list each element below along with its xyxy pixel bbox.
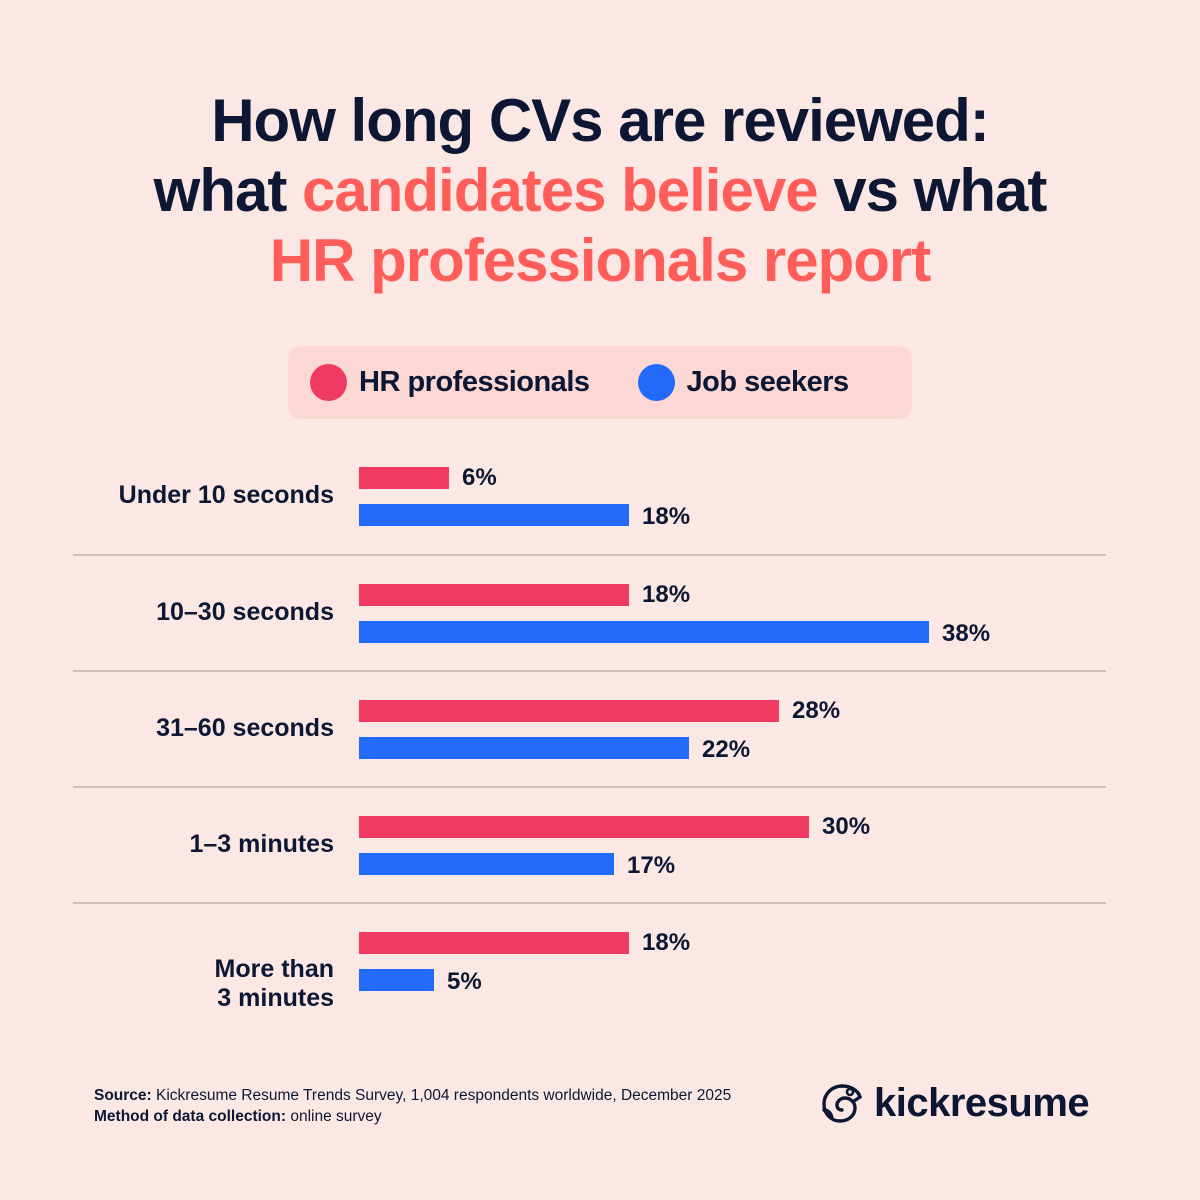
row-divider [73,786,1106,788]
category-label: More than 3 minutes [54,955,334,1013]
legend-item-hr: HR professionals [310,364,590,401]
bar-job-seekers [359,853,614,875]
method-text: online survey [286,1108,382,1125]
chart-group: Under 10 seconds 6% 18% [73,438,1106,554]
row-divider [73,902,1106,904]
source-text: Kickresume Resume Trends Survey, 1,004 r… [151,1087,732,1104]
bar-value-label: 38% [942,619,991,647]
bar-hr-professionals [359,583,629,606]
bar-value-label: 22% [702,736,751,763]
footer-source: Source: Kickresume Resume Trends Survey,… [94,1085,731,1127]
category-label-line: More than [214,955,334,983]
source-line: Source: Kickresume Resume Trends Survey,… [94,1085,731,1106]
job-seekers-color-dot-icon [637,364,675,401]
category-label-line: 10–30 seconds [156,597,334,626]
chart-group: 1–3 minutes 30% 17% [73,787,1106,903]
bar-value-label: 5% [447,968,482,995]
method-label: Method of data collection: [94,1108,287,1125]
category-label-line: 1–3 minutes [189,830,334,858]
chart-group: 31–60 seconds 28% 22% [73,671,1106,787]
category-label-line: 3 minutes [217,984,334,1012]
row-divider [73,553,1106,556]
brand-name: kickresume [874,1080,1090,1125]
bar-hr-professionals [359,816,809,838]
title-text: what [153,157,302,224]
bar-job-seekers [359,620,929,643]
chart-group: More than 3 minutes 18% 5% [73,903,1106,1019]
bar-job-seekers [359,969,434,991]
bar-value-label: 18% [642,503,691,530]
method-line: Method of data collection: online survey [94,1106,731,1127]
hr-color-dot-icon [310,364,347,401]
legend: HR professionals Job seekers [288,346,912,419]
legend-label: Job seekers [686,366,850,398]
bar-hr-professionals [359,467,449,489]
chart-group: 10–30 seconds 18% 38% [73,555,1106,671]
legend-label: HR professionals [359,366,590,398]
bar-value-label: 17% [627,852,676,879]
title-line-2: what candidates believe vs what [0,156,1200,226]
title-line-1: How long CVs are reviewed: [211,87,990,154]
legend-item-job-seekers: Job seekers [637,364,850,401]
category-label-line: Under 10 seconds [118,481,334,509]
title-text: vs what [817,157,1047,224]
category-label: 10–30 seconds [54,598,334,627]
bar-job-seekers [359,504,629,526]
bar-value-label: 28% [792,697,841,724]
category-label: 31–60 seconds [54,714,334,743]
bar-value-label: 18% [642,929,691,956]
bar-value-label: 6% [462,464,497,491]
chameleon-logo-icon [822,1084,862,1123]
bar-hr-professionals [359,700,779,722]
category-label: 1–3 minutes [54,830,334,859]
brand-logo: kickresume [820,1080,1090,1126]
title-accent-candidates: candidates believe [302,157,819,224]
bar-hr-professionals [359,932,629,954]
source-label: Source: [94,1087,152,1104]
title-accent-hr: HR professionals report [269,227,931,294]
chart-title: How long CVs are reviewed: what candidat… [0,86,1200,296]
category-label-line: 31–60 seconds [156,714,334,742]
row-divider [73,670,1106,672]
bar-job-seekers [359,737,689,759]
bar-value-label: 18% [642,580,691,608]
bar-value-label: 30% [822,813,871,840]
category-label: Under 10 seconds [54,481,334,510]
